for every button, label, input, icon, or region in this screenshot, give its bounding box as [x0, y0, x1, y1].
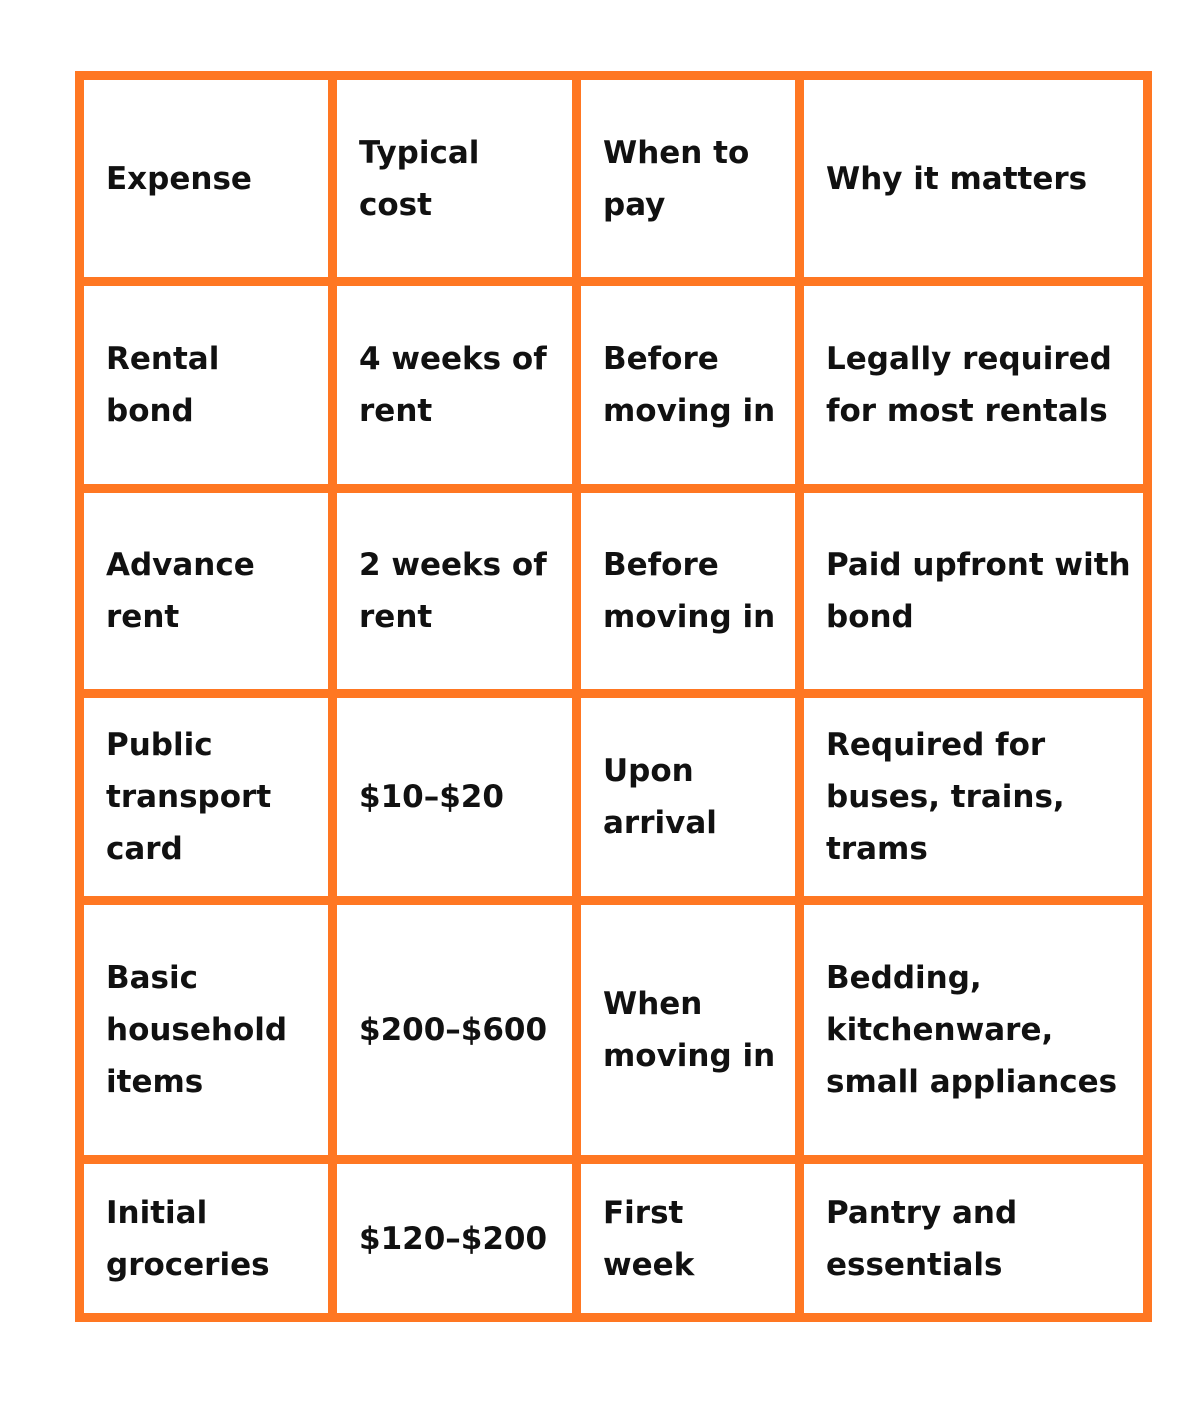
- cell-expense: Advance rent: [75, 484, 337, 698]
- cell-when: Before moving in: [572, 484, 804, 698]
- cell-cost: 2 weeks of rent: [328, 484, 581, 698]
- cell-cost: 4 weeks of rent: [328, 277, 581, 493]
- header-typical-cost: Typical cost: [328, 71, 581, 286]
- cell-why: Legally required for most rentals: [795, 277, 1152, 493]
- cell-expense: Rental bond: [75, 277, 337, 493]
- header-why-it-matters: Why it matters: [795, 71, 1152, 286]
- cell-why: Bedding, kitchenware, small appliances: [795, 896, 1152, 1164]
- header-when-to-pay: When to pay: [572, 71, 804, 286]
- cell-cost: $120–$200: [328, 1155, 581, 1322]
- cell-when: First week: [572, 1155, 804, 1322]
- table-row: Initial groceries $120–$200 First week P…: [75, 1155, 1152, 1322]
- cell-why: Required for buses, trains, trams: [795, 689, 1152, 905]
- header-row: Expense Typical cost When to pay Why it …: [75, 71, 1152, 286]
- table-row: Public transport card $10–$20 Upon arriv…: [75, 689, 1152, 905]
- table-row: Rental bond 4 weeks of rent Before movin…: [75, 277, 1152, 493]
- cell-when: When moving in: [572, 896, 804, 1164]
- cell-expense: Public transport card: [75, 689, 337, 905]
- cell-cost: $10–$20: [328, 689, 581, 905]
- cell-cost: $200–$600: [328, 896, 581, 1164]
- cell-why: Pantry and essentials: [795, 1155, 1152, 1322]
- cell-expense: Initial groceries: [75, 1155, 337, 1322]
- expense-table: Expense Typical cost When to pay Why it …: [75, 71, 1152, 1322]
- cell-when: Upon arrival: [572, 689, 804, 905]
- table-row: Advance rent 2 weeks of rent Before movi…: [75, 484, 1152, 698]
- cell-why: Paid upfront with bond: [795, 484, 1152, 698]
- table-row: Basic household items $200–$600 When mov…: [75, 896, 1152, 1164]
- cell-when: Before moving in: [572, 277, 804, 493]
- header-expense: Expense: [75, 71, 337, 286]
- cell-expense: Basic household items: [75, 896, 337, 1164]
